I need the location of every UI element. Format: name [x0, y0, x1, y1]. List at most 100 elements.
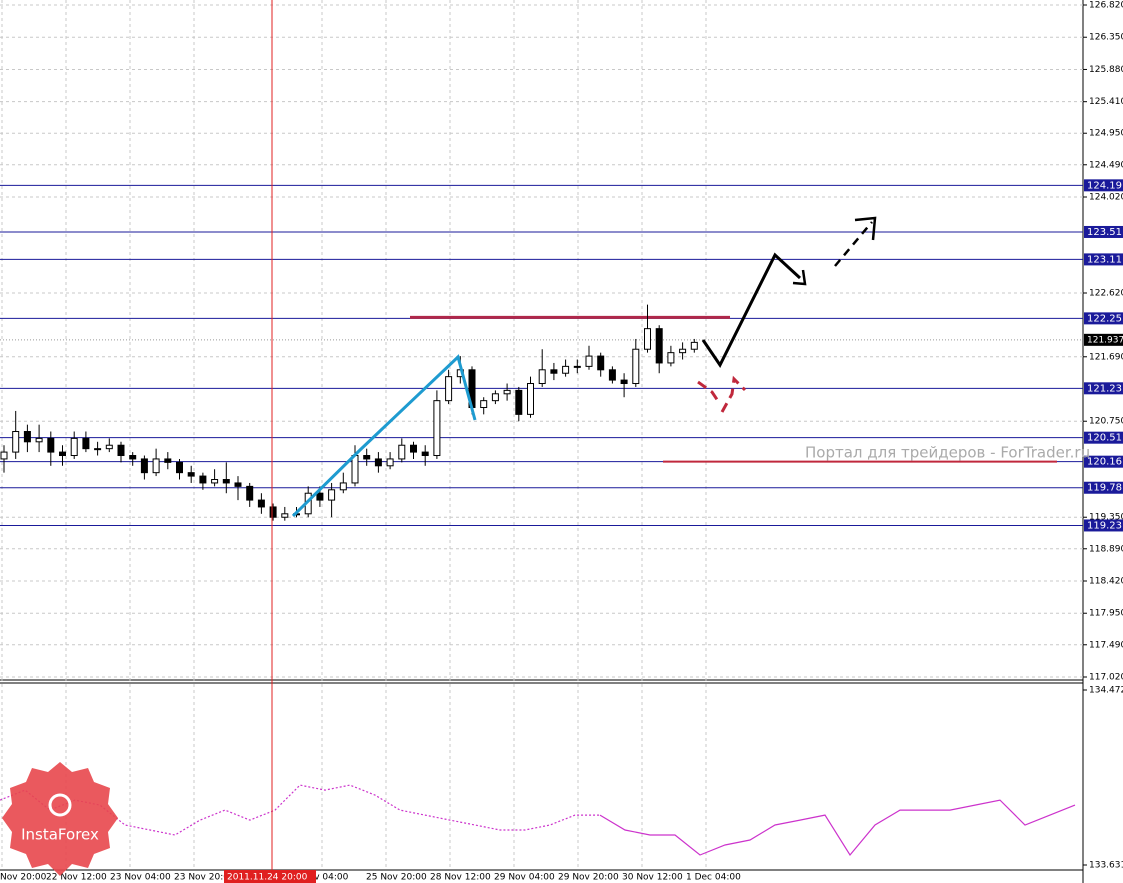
candle-body	[690, 341, 698, 350]
candle-body	[234, 482, 242, 487]
candle-body	[129, 455, 137, 460]
x-tick-label: 23 Nov 04:00	[110, 873, 171, 883]
level-label: 120.16	[1087, 457, 1122, 468]
candle	[117, 441, 125, 463]
candle-body	[257, 499, 265, 508]
candle	[59, 445, 66, 466]
candle	[222, 462, 230, 494]
candle	[94, 441, 102, 456]
candle-body	[281, 513, 289, 518]
wave-line	[291, 354, 477, 518]
indicator-line	[0, 784, 600, 836]
level-label: 123.11	[1087, 254, 1122, 265]
candle	[164, 452, 172, 470]
logo-icon	[48, 793, 72, 817]
candle	[632, 338, 640, 387]
candle	[328, 482, 336, 518]
candle-body	[316, 492, 324, 501]
candle-body	[328, 489, 336, 501]
y-tick-label: 117.950	[1089, 609, 1123, 619]
y-tick-label: 126.820	[1089, 1, 1123, 11]
candle	[152, 448, 160, 477]
candle	[386, 452, 394, 470]
candle-body	[23, 431, 31, 443]
candle	[679, 342, 687, 360]
y-tick-label: 117.020	[1089, 673, 1123, 683]
indicator-tick-label: 134.472	[1089, 686, 1123, 696]
candle-body	[573, 365, 581, 368]
x-tick-label: 22 Nov 12:00	[46, 873, 107, 883]
x-tick-label: 29 Nov 04:00	[494, 873, 555, 883]
candle	[23, 424, 31, 453]
candle	[176, 458, 183, 480]
candle-body	[211, 479, 219, 484]
y-tick-label: 122.620	[1089, 289, 1123, 299]
x-tick-label: 1 Dec 04:00	[686, 873, 741, 883]
candle-body	[47, 437, 55, 453]
forecast-dashed	[834, 221, 873, 267]
candle-body	[176, 461, 183, 474]
candle-body	[70, 437, 78, 457]
indicator-line	[599, 799, 1076, 857]
candle-body	[527, 383, 534, 415]
y-tick-label: 120.750	[1089, 417, 1123, 427]
candle	[129, 452, 137, 466]
candle-body	[515, 389, 523, 415]
candle	[269, 503, 277, 521]
x-tick-label: Nov 04:00	[302, 873, 349, 883]
y-tick-label: 118.890	[1089, 544, 1123, 554]
candle-body	[117, 444, 125, 457]
candle	[667, 345, 675, 367]
candle-body	[655, 328, 663, 364]
candle	[70, 431, 78, 459]
candle-body	[187, 472, 195, 477]
level-label-bg	[1084, 481, 1123, 494]
candle	[105, 438, 113, 453]
candle-body	[480, 400, 488, 409]
candle-body	[105, 444, 113, 450]
y-tick-label: 118.420	[1089, 577, 1123, 587]
candle	[12, 410, 20, 459]
candle	[515, 386, 523, 422]
x-tick-label: 30 Nov 12:00	[622, 873, 683, 883]
candle-body	[0, 451, 8, 460]
candle-body	[339, 482, 347, 491]
level-label: 123.51	[1087, 227, 1122, 238]
candle-body	[503, 389, 511, 395]
y-tick-label: 124.950	[1089, 129, 1123, 139]
candle-body	[679, 348, 687, 354]
level-label-bg	[1084, 455, 1123, 468]
candle-body	[82, 437, 90, 450]
current-price-bg	[1084, 333, 1123, 346]
level-label: 119.78	[1087, 483, 1122, 494]
candle	[445, 369, 453, 405]
candle	[363, 448, 371, 466]
candle-body	[562, 365, 570, 374]
candle	[655, 325, 663, 374]
candle	[82, 431, 90, 453]
candle	[339, 472, 347, 494]
y-tick-label: 124.490	[1089, 160, 1123, 170]
candle-body	[398, 444, 406, 460]
forecast-arrow-head	[792, 269, 807, 286]
x-tick-label: 28 Nov 12:00	[430, 873, 491, 883]
candle-body	[351, 455, 359, 484]
level-label-bg	[1084, 431, 1123, 444]
logo: InstaForex	[2, 762, 118, 876]
level-label-bg	[1084, 312, 1123, 325]
candle-body	[363, 455, 371, 460]
candle	[281, 506, 289, 521]
candle	[562, 359, 570, 377]
candle-body	[433, 400, 441, 457]
candle	[234, 476, 242, 501]
candle	[644, 304, 651, 353]
candle	[246, 482, 254, 507]
candle-body	[386, 458, 394, 467]
candle	[585, 345, 593, 370]
candle-body	[374, 458, 382, 467]
candle-body	[152, 458, 160, 474]
level-label-bg	[1084, 225, 1123, 238]
logo-badge	[2, 762, 118, 876]
candle-body	[445, 376, 453, 402]
